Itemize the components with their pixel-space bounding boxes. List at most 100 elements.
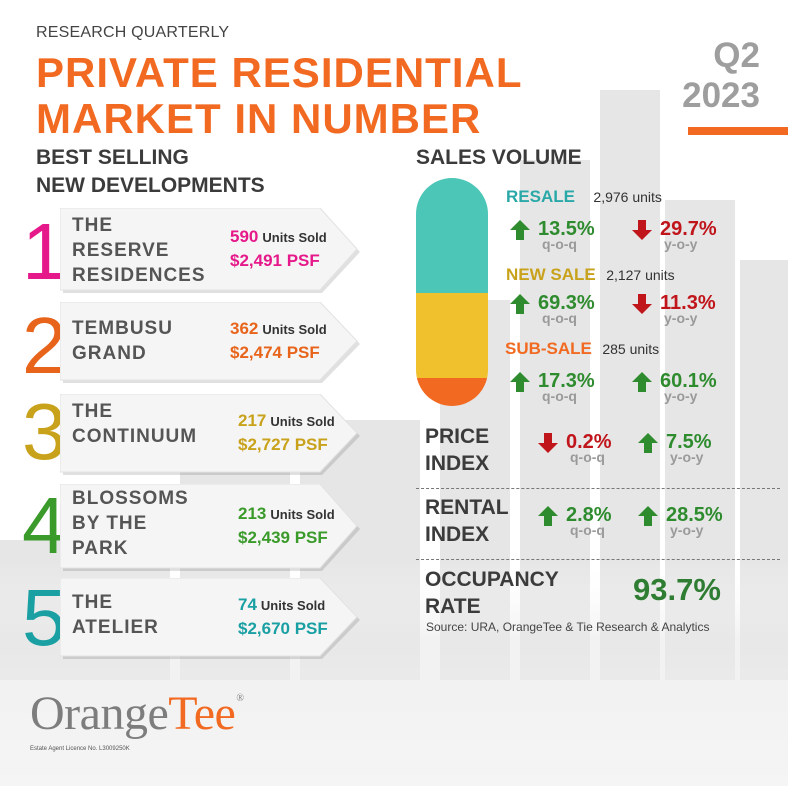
- accent-bar: [688, 127, 788, 135]
- development-name: THE RESERVE RESIDENCES: [72, 215, 206, 286]
- arrow-up-icon: [632, 372, 652, 392]
- change-stat: 29.7% y-o-y: [632, 218, 742, 256]
- arrow-up-icon: [538, 506, 558, 526]
- occupancy-label: OCCUPANCY RATE: [425, 568, 559, 618]
- ranking-card: TEMBUSU GRAND 362 Units Sold $2,474 PSF: [60, 302, 360, 383]
- sub-sale-label: SUB-SALE: [505, 339, 592, 358]
- units-label: Units Sold: [260, 598, 326, 613]
- psf-price: $2,670 PSF: [238, 619, 328, 638]
- change-stat: 11.3% y-o-y: [632, 292, 742, 330]
- arrow-card-shape: [60, 208, 360, 293]
- logo-text-orange: Orange: [30, 687, 169, 740]
- change-stat: 7.5% y-o-y: [638, 431, 748, 469]
- development-name: THE CONTINUUM: [72, 401, 198, 447]
- arrow-card-shape: [60, 578, 360, 659]
- units-value: 362: [230, 319, 259, 338]
- arrow-card-shape: [60, 484, 360, 571]
- units-value: 74: [238, 595, 257, 614]
- change-value: 28.5%: [666, 504, 723, 526]
- sub-sale-segment: [416, 378, 488, 406]
- change-value: 2.8%: [566, 504, 612, 526]
- divider: [416, 488, 780, 489]
- units-value: 217: [238, 411, 267, 430]
- psf-price: $2,727 PSF: [238, 435, 328, 454]
- change-period: y-o-y: [664, 388, 698, 404]
- new-sale-label: NEW SALE: [506, 265, 596, 284]
- source-note: Source: URA, OrangeTee & Tie Research & …: [426, 620, 710, 634]
- development-name: TEMBUSU GRAND: [72, 318, 173, 364]
- change-value: 29.7%: [660, 218, 717, 240]
- units-label: Units Sold: [262, 322, 327, 337]
- sub-sale-header: SUB-SALE 285 units: [505, 339, 659, 359]
- arrow-up-icon: [510, 372, 530, 392]
- registered-mark: ®: [236, 693, 244, 704]
- rank-number: 5: [22, 573, 67, 662]
- change-period: q-o-q: [570, 449, 605, 465]
- price-index-label: PRICE INDEX: [425, 425, 490, 475]
- orangetee-logo: OrangeTee®: [30, 686, 244, 741]
- change-stat: 69.3% q-o-q: [510, 292, 620, 330]
- change-period: y-o-y: [664, 310, 698, 326]
- arrow-down-icon: [632, 294, 652, 314]
- change-value: 7.5%: [666, 431, 712, 453]
- units-label: Units Sold: [270, 414, 335, 429]
- development-name: THE ATELIER: [72, 592, 159, 638]
- change-value: 11.3%: [660, 292, 716, 314]
- change-value: 17.3%: [538, 370, 595, 392]
- change-stat: 2.8% q-o-q: [538, 504, 648, 542]
- resale-header: RESALE 2,976 units: [506, 187, 662, 207]
- change-period: q-o-q: [542, 236, 577, 252]
- ranking-card: BLOSSOMS BY THE PARK 213 Units Sold $2,439 …: [60, 484, 360, 571]
- change-stat: 0.2% q-o-q: [538, 431, 648, 469]
- sales-volume-heading: SALES VOLUME: [416, 146, 582, 169]
- ranking-item: 2 TEMBUSU GRAND 362 Units Sold $2,474 PSF: [22, 302, 362, 386]
- resale-label: RESALE: [506, 187, 575, 206]
- sales-volume-capsule: [416, 178, 488, 406]
- change-period: y-o-y: [670, 449, 704, 465]
- units-sold: 74 Units Sold: [238, 595, 325, 615]
- arrow-card-shape: [60, 302, 360, 383]
- arrow-up-icon: [638, 433, 658, 453]
- units-label: Units Sold: [270, 507, 335, 522]
- licence-text: Estate Agent Licence No. L3009250K: [30, 746, 130, 752]
- ranking-item: 4 BLOSSOMS BY THE PARK 213 Units Sold $2,439…: [22, 484, 362, 571]
- arrow-up-icon: [510, 294, 530, 314]
- change-period: q-o-q: [542, 310, 577, 326]
- new-sale-segment: [416, 293, 488, 378]
- ranking-card: THE ATELIER 74 Units Sold $2,670 PSF: [60, 578, 360, 659]
- arrow-card-shape: [60, 394, 360, 475]
- arrow-up-icon: [638, 506, 658, 526]
- change-stat: 60.1% y-o-y: [632, 370, 742, 408]
- change-period: q-o-q: [542, 388, 577, 404]
- logo-text-tee: Tee: [168, 687, 236, 740]
- units-sold: 213 Units Sold: [238, 504, 335, 524]
- change-period: y-o-y: [664, 236, 698, 252]
- rank-number: 1: [22, 207, 67, 296]
- ranking-item: 1 THE RESERVE RESIDENCES 590 Units Sold $2,4…: [22, 207, 362, 296]
- arrow-down-icon: [538, 433, 558, 453]
- ranking-card: THE CONTINUUM 217 Units Sold $2,727 PSF: [60, 394, 360, 475]
- change-stat: 17.3% q-o-q: [510, 370, 620, 408]
- new-sale-header: NEW SALE 2,127 units: [506, 265, 675, 285]
- units-value: 213: [238, 504, 267, 523]
- change-value: 60.1%: [660, 370, 717, 392]
- units-sold: 590 Units Sold: [230, 227, 327, 247]
- change-period: y-o-y: [670, 522, 704, 538]
- ranking-card: THE RESERVE RESIDENCES 590 Units Sold $2,49…: [60, 208, 360, 293]
- page-title: PRIVATE RESIDENTIAL MARKET IN NUMBER: [36, 49, 523, 142]
- arrow-down-icon: [632, 220, 652, 240]
- units-value: 590: [230, 227, 259, 246]
- units-label: Units Sold: [262, 230, 327, 245]
- units-sold: 362 Units Sold: [230, 319, 327, 339]
- psf-price: $2,474 PSF: [230, 343, 320, 362]
- divider: [416, 559, 780, 560]
- best-selling-heading: BEST SELLING NEW DEVELOPMENTS: [36, 146, 265, 197]
- sub-sale-units: 285 units: [602, 341, 660, 357]
- units-sold: 217 Units Sold: [238, 411, 335, 431]
- psf-price: $2,491 PSF: [230, 251, 320, 270]
- change-value: 13.5%: [538, 218, 595, 240]
- new-sale-units: 2,127 units: [606, 267, 675, 283]
- resale-segment: [416, 178, 488, 293]
- resale-units: 2,976 units: [593, 189, 662, 205]
- ranking-item: 3 THE CONTINUUM 217 Units Sold $2,727 PSF: [22, 392, 362, 475]
